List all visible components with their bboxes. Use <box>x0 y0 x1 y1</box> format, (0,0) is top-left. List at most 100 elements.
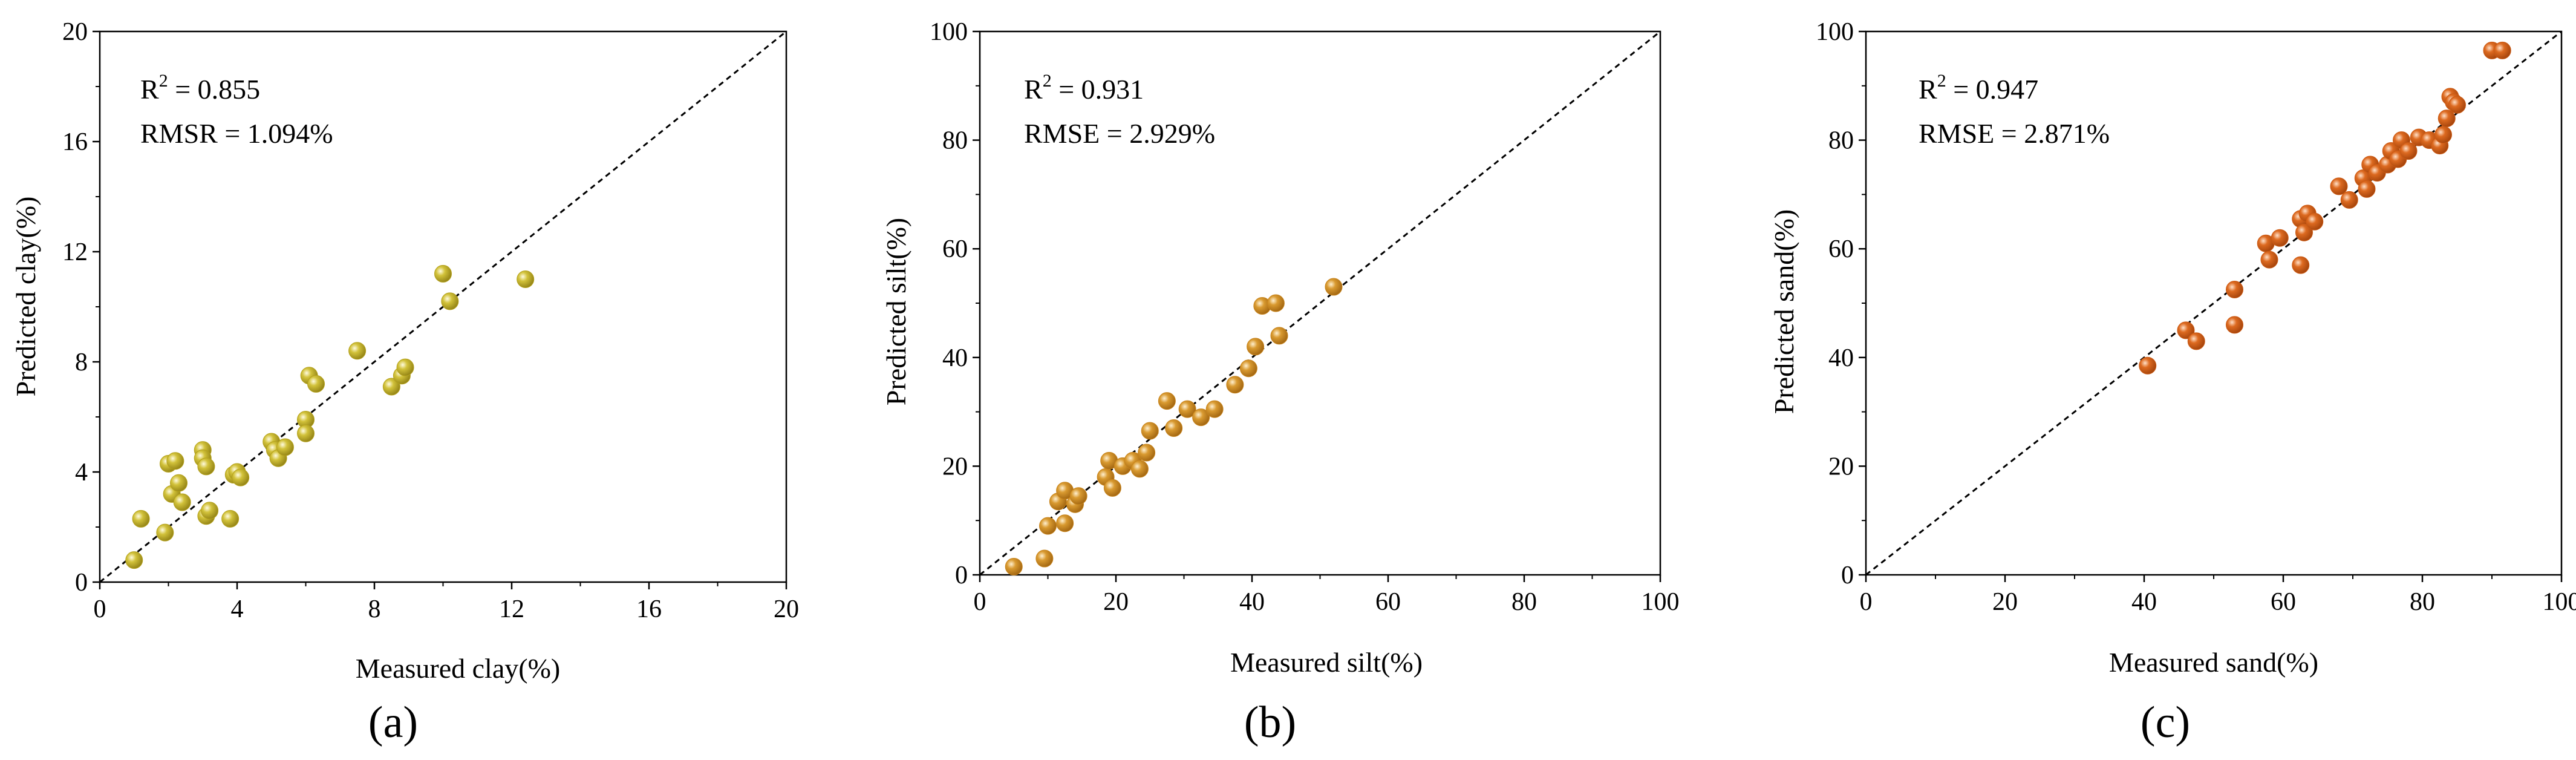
data-point <box>1035 549 1054 568</box>
data-point <box>1270 327 1288 345</box>
y-tick-label: 60 <box>1828 235 1854 263</box>
data-point <box>1178 400 1196 418</box>
data-point <box>307 375 325 393</box>
data-point <box>2493 41 2511 59</box>
data-point <box>348 342 367 360</box>
r2-value-clay: = 0.855 <box>168 74 260 105</box>
data-point <box>173 493 191 511</box>
x-tick-label: 80 <box>1511 588 1537 616</box>
x-tick-label: 60 <box>2271 588 2296 616</box>
r2-superscript-sand: 2 <box>1937 71 1946 91</box>
data-point <box>2434 126 2452 144</box>
y-tick-label: 80 <box>1828 127 1854 155</box>
error-stat-sand: RMSE = 2.871% <box>1919 118 2110 149</box>
r2-label-clay: R <box>140 74 159 105</box>
data-point <box>132 509 150 528</box>
y-tick-label: 60 <box>942 235 968 263</box>
data-point <box>2437 110 2456 128</box>
data-point <box>1247 338 1265 356</box>
x-tick-label: 0 <box>94 595 106 623</box>
data-point <box>1103 479 1121 497</box>
data-point <box>2330 177 2348 195</box>
data-point <box>1138 444 1156 462</box>
error-stat-silt: RMSE = 2.929% <box>1024 118 1215 149</box>
panel-label-sand: (c) <box>2141 698 2190 747</box>
data-point <box>1005 558 1023 576</box>
reference-line <box>1865 30 2562 576</box>
reference-line <box>99 30 787 583</box>
data-point <box>156 523 174 542</box>
r2-stat-silt: R2 = 0.931 <box>1024 71 1144 105</box>
x-tick-label: 40 <box>1239 588 1265 616</box>
data-point <box>1205 400 1224 418</box>
x-tick-label: 100 <box>2543 588 2576 616</box>
panel-silt: R2 = 0.931 RMSE = 2.929% Measured silt(%… <box>881 71 1423 747</box>
data-point <box>1158 392 1176 410</box>
data-point <box>1165 419 1183 437</box>
data-point <box>396 358 414 376</box>
y-tick-label: 20 <box>1828 453 1854 480</box>
data-point <box>2226 281 2243 299</box>
y-tick-label: 0 <box>955 562 968 589</box>
r2-value-sand: = 0.947 <box>1946 74 2038 105</box>
y-tick-label: 100 <box>930 18 968 46</box>
data-point <box>201 502 219 520</box>
x-tick-label: 0 <box>1860 588 1873 616</box>
x-tick-label: 80 <box>2410 588 2435 616</box>
data-point <box>197 457 215 476</box>
data-point <box>382 378 400 396</box>
panel-clay: R2 = 0.855 RMSR = 1.094% Measured clay(%… <box>10 71 560 747</box>
data-point <box>2177 321 2195 339</box>
x-tick-label: 20 <box>1992 588 2018 616</box>
data-point <box>2226 316 2243 334</box>
data-point <box>2399 142 2418 160</box>
data-point <box>2448 96 2466 114</box>
r2-value-silt: = 0.931 <box>1052 74 1144 105</box>
y-tick-label: 16 <box>62 128 88 156</box>
data-point <box>1267 294 1285 312</box>
data-point <box>297 424 315 442</box>
panel-sand: R2 = 0.947 RMSE = 2.871% Measured sand(%… <box>1769 71 2318 747</box>
y-axis-label-silt: Predicted silt(%) <box>881 218 911 405</box>
y-axis-label-clay: Predicted clay(%) <box>10 197 41 397</box>
plot-clay: 0 4 8 12 16 20 0 4 8 12 16 20 <box>62 18 799 623</box>
data-point <box>232 468 250 486</box>
x-tick-label: 20 <box>1103 588 1129 616</box>
x-tick-label: 20 <box>774 595 799 623</box>
data-point <box>276 438 294 456</box>
data-point <box>2295 223 2313 241</box>
y-tick-label: 100 <box>1816 18 1854 46</box>
data-point <box>1069 487 1087 505</box>
x-tick-label: 40 <box>2131 588 2157 616</box>
y-tick-label: 20 <box>62 18 88 46</box>
y-tick-label: 40 <box>942 344 968 372</box>
r2-superscript-silt: 2 <box>1043 71 1052 91</box>
panel-label-silt: (b) <box>1244 698 1296 747</box>
data-point <box>517 270 535 288</box>
x-axis-label-clay: Measured clay(%) <box>356 653 560 684</box>
data-point <box>1226 376 1244 394</box>
x-tick-label: 4 <box>231 595 244 623</box>
x-axis-label-silt: Measured silt(%) <box>1230 647 1423 678</box>
y-tick-label: 80 <box>942 127 968 155</box>
x-axis-label-sand: Measured sand(%) <box>2109 647 2318 678</box>
x-tick-label: 0 <box>974 588 986 616</box>
data-point <box>1239 359 1257 378</box>
r2-label-silt: R <box>1024 74 1043 105</box>
data-point <box>1056 514 1074 532</box>
plot-silt: 0 20 40 60 80 100 0 20 40 60 80 100 <box>930 18 1680 616</box>
panel-label-clay: (a) <box>368 698 418 747</box>
data-point <box>2271 229 2289 247</box>
x-tick-label: 16 <box>636 595 662 623</box>
error-stat-clay: RMSR = 1.094% <box>140 118 333 149</box>
data-point <box>2292 256 2310 274</box>
data-point <box>1141 422 1159 440</box>
data-point <box>166 452 184 470</box>
data-point <box>2139 356 2157 375</box>
data-point <box>1192 408 1210 427</box>
data-point <box>125 551 143 569</box>
x-tick-label: 100 <box>1642 588 1680 616</box>
r2-superscript-clay: 2 <box>159 71 168 91</box>
r2-label-sand: R <box>1919 74 1937 105</box>
